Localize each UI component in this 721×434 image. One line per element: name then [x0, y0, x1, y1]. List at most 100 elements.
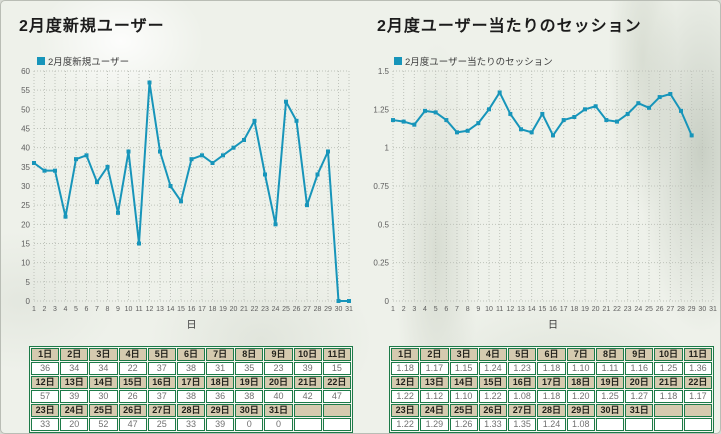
value-cell: 47	[118, 418, 147, 431]
data-point	[63, 214, 68, 219]
day-header-cell: 3日	[449, 348, 478, 361]
day-header-cell: 21日	[293, 376, 322, 389]
day-header-cell: 25日	[449, 404, 478, 417]
value-cell: 34	[60, 362, 89, 375]
svg-text:45: 45	[21, 125, 30, 134]
svg-text:18: 18	[209, 306, 217, 313]
value-cell	[322, 418, 351, 431]
day-header-cell: 21日	[654, 376, 683, 389]
data-point	[657, 95, 662, 100]
value-cell: 20	[60, 418, 89, 431]
data-point	[647, 105, 651, 110]
value-cell: 1.22	[391, 418, 420, 431]
value-cell: 1.11	[595, 362, 625, 375]
svg-text:3: 3	[53, 306, 57, 313]
value-cell: 1.12	[420, 390, 449, 403]
day-header-cell: 31日	[625, 404, 654, 417]
value-cell: 39	[60, 390, 89, 403]
value-cell: 38	[176, 362, 206, 375]
value-cell: 1.36	[683, 362, 712, 375]
data-point	[42, 168, 47, 173]
data-point	[147, 80, 152, 85]
svg-text:19: 19	[581, 306, 589, 313]
svg-text:23: 23	[261, 306, 269, 313]
svg-text:25: 25	[21, 201, 30, 210]
value-cell: 23	[264, 362, 293, 375]
svg-text:10: 10	[125, 306, 133, 313]
value-cell: 1.24	[478, 362, 508, 375]
day-header-cell: 13日	[420, 376, 449, 389]
data-point	[263, 172, 267, 177]
day-header-cell: 7日	[206, 348, 235, 361]
day-header-cell: 11日	[322, 348, 351, 361]
value-cell: 37	[147, 390, 176, 403]
value-cell: 52	[89, 418, 118, 431]
x-axis-title: 日	[548, 320, 558, 331]
day-header-cell: 24日	[60, 404, 89, 417]
value-cell: 1.33	[478, 418, 508, 431]
day-header-cell: 4日	[478, 348, 508, 361]
svg-text:1: 1	[385, 144, 390, 153]
value-cell: 1.10	[449, 390, 478, 403]
day-header-cell: 30日	[235, 404, 264, 417]
value-cell: 0	[235, 418, 264, 431]
day-header-cell: 12日	[31, 376, 60, 389]
value-cell: 22	[118, 362, 147, 375]
data-point	[497, 90, 502, 95]
data-point	[529, 130, 534, 135]
day-header-cell: 18日	[566, 376, 595, 389]
svg-text:2: 2	[43, 306, 47, 313]
svg-text:0.75: 0.75	[373, 182, 389, 191]
svg-text:10: 10	[21, 259, 30, 268]
svg-text:14: 14	[167, 306, 175, 313]
legend-sessions: 2月度ユーザー当たりのセッション	[394, 54, 553, 68]
value-cell: 1.26	[449, 418, 478, 431]
day-header-cell: 29日	[566, 404, 595, 417]
svg-text:31: 31	[709, 306, 717, 313]
data-point	[189, 157, 194, 162]
value-cell	[654, 418, 683, 431]
x-axis-tick-labels: 1 2 3 4 5 6 7 8 9 10 11 12 13 14 15 16 17 18 19 20 21 22 23 24 2…	[391, 306, 717, 313]
svg-text:25: 25	[282, 306, 290, 313]
day-header-cell: 20日	[264, 376, 293, 389]
value-cell: 1.20	[566, 390, 595, 403]
svg-text:0: 0	[26, 297, 31, 306]
y-axis-tick-labels: 0 0.25 0.5 0.75 1 1.25 1.5	[373, 67, 389, 306]
value-cell: 0	[264, 418, 293, 431]
svg-text:27: 27	[666, 306, 674, 313]
day-header-cell: 17日	[176, 376, 206, 389]
svg-text:15: 15	[177, 306, 185, 313]
value-cell: 36	[206, 390, 235, 403]
day-header-cell: 13日	[60, 376, 89, 389]
day-header-cell: 2日	[60, 348, 89, 361]
svg-text:5: 5	[74, 306, 78, 313]
data-point	[668, 92, 673, 96]
svg-text:21: 21	[240, 306, 248, 313]
data-point	[74, 157, 78, 162]
data-table-new-users: 1日 2日 3日 4日 5日 6日 7日 8日 9日 10日 11日 36 34 34 22 37 38 31 35…	[29, 346, 353, 433]
svg-text:22: 22	[251, 306, 259, 313]
svg-text:31: 31	[345, 306, 353, 313]
value-cell: 33	[176, 418, 206, 431]
day-header-cell: 6日	[537, 348, 566, 361]
value-cell: 1.18	[391, 362, 420, 375]
grid	[392, 70, 714, 302]
value-cell: 1.35	[508, 418, 537, 431]
data-point	[625, 111, 630, 116]
value-cell: 26	[118, 390, 147, 403]
value-cell: 31	[206, 362, 235, 375]
svg-text:60: 60	[21, 67, 30, 76]
data-point	[231, 145, 236, 150]
day-header-cell: 16日	[147, 376, 176, 389]
day-header-cell: 14日	[89, 376, 118, 389]
value-cell: 35	[235, 362, 264, 375]
value-cell: 1.18	[654, 390, 683, 403]
value-cell: 1.17	[683, 390, 712, 403]
data-point	[210, 161, 215, 165]
day-header-cell: 26日	[478, 404, 508, 417]
svg-text:28: 28	[314, 306, 322, 313]
svg-text:11: 11	[496, 306, 503, 313]
day-header-cell: 27日	[508, 404, 537, 417]
data-point	[679, 108, 683, 113]
